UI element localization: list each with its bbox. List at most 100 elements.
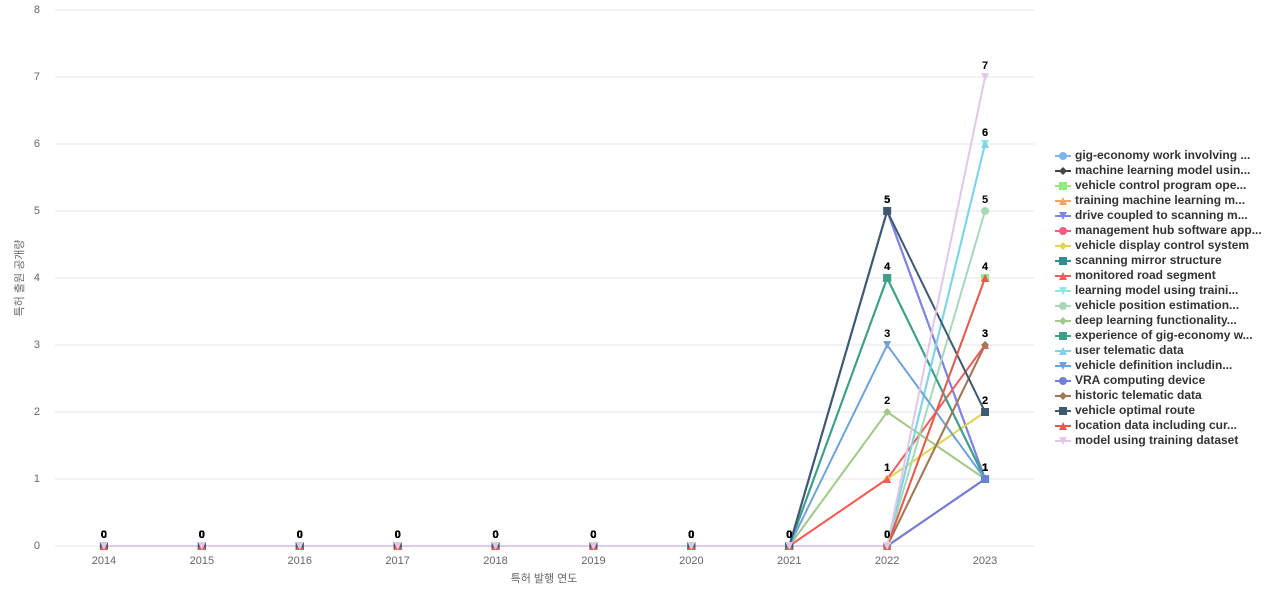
data-label: 0 (101, 529, 107, 541)
x-tick-label: 2019 (581, 555, 605, 567)
data-label: 0 (101, 529, 107, 541)
x-axis-title: 특허 발행 연도 (511, 572, 578, 585)
data-point (589, 542, 598, 550)
data-label: 0 (786, 529, 792, 541)
data-label: 0 (884, 529, 890, 541)
data-label: 3 (884, 328, 890, 340)
data-label: 0 (688, 529, 694, 541)
data-point (687, 542, 696, 550)
data-label: 0 (297, 529, 303, 541)
data-label: 0 (492, 529, 498, 541)
legend-marker (1059, 182, 1067, 190)
data-label: 0 (884, 529, 890, 541)
data-label: 0 (688, 529, 694, 541)
data-point (883, 341, 892, 349)
data-label: 0 (297, 529, 303, 541)
data-label: 5 (884, 194, 890, 206)
legend-label: user telematic data (1075, 343, 1184, 357)
data-label: 1 (982, 462, 988, 474)
data-label: 0 (297, 529, 303, 541)
data-label: 0 (199, 529, 205, 541)
data-label: 0 (199, 529, 205, 541)
data-label: 0 (590, 529, 596, 541)
legend-label: machine learning model usin... (1075, 163, 1250, 177)
data-label: 1 (982, 462, 988, 474)
data-label: 0 (101, 529, 107, 541)
y-tick-label: 2 (34, 406, 40, 418)
data-label: 0 (101, 529, 107, 541)
legend-label: model using training dataset (1075, 433, 1238, 447)
legend-marker (1059, 227, 1067, 235)
data-label: 0 (199, 529, 205, 541)
series-line (103, 208, 986, 547)
data-label: 0 (395, 529, 401, 541)
data-label: 0 (101, 529, 107, 541)
data-label: 0 (884, 529, 890, 541)
data-label: 0 (786, 529, 792, 541)
data-point (981, 341, 990, 349)
data-label: 5 (884, 194, 890, 206)
data-label: 3 (982, 328, 988, 340)
data-label: 0 (786, 529, 792, 541)
data-label: 0 (297, 529, 303, 541)
data-label: 0 (590, 529, 596, 541)
y-tick-label: 0 (34, 540, 40, 552)
data-label: 0 (395, 529, 401, 541)
data-label: 0 (786, 529, 792, 541)
data-label: 0 (101, 529, 107, 541)
data-label: 0 (395, 529, 401, 541)
x-tick-label: 2023 (973, 555, 997, 567)
data-label: 0 (297, 529, 303, 541)
data-point (883, 408, 892, 416)
legend-marker (1059, 287, 1067, 295)
data-point (981, 274, 990, 282)
legend-marker (1059, 197, 1067, 205)
data-label: 0 (199, 529, 205, 541)
data-label: 0 (199, 529, 205, 541)
legend-marker (1059, 302, 1067, 310)
data-label: 0 (590, 529, 596, 541)
data-label: 0 (297, 529, 303, 541)
data-label: 0 (297, 529, 303, 541)
data-label: 0 (395, 529, 401, 541)
data-point (393, 542, 402, 550)
legend-marker (1059, 392, 1067, 400)
data-label: 0 (590, 529, 596, 541)
data-label: 0 (492, 529, 498, 541)
data-label: 0 (199, 529, 205, 541)
legend-marker (1059, 362, 1067, 370)
data-label: 0 (590, 529, 596, 541)
data-label: 0 (884, 529, 890, 541)
data-label: 0 (492, 529, 498, 541)
data-label: 0 (199, 529, 205, 541)
data-label: 0 (590, 529, 596, 541)
data-label: 5 (884, 194, 890, 206)
data-label: 0 (199, 529, 205, 541)
data-label: 0 (786, 529, 792, 541)
data-label: 0 (884, 529, 890, 541)
data-label: 0 (786, 529, 792, 541)
series-line (103, 76, 987, 547)
y-tick-label: 6 (34, 138, 40, 150)
data-label: 6 (982, 127, 988, 139)
series-line (103, 343, 986, 547)
data-label: 1 (982, 462, 988, 474)
data-point (197, 542, 206, 550)
data-label: 0 (395, 529, 401, 541)
data-point (491, 542, 500, 550)
data-label: 0 (688, 529, 694, 541)
data-label: 0 (297, 529, 303, 541)
series-line (103, 210, 987, 547)
legend-label: vehicle control program ope... (1075, 178, 1246, 192)
data-label: 4 (884, 261, 891, 273)
data-point (981, 207, 990, 215)
legend-label: scanning mirror structure (1075, 253, 1222, 267)
data-label: 0 (395, 529, 401, 541)
data-label: 0 (297, 529, 303, 541)
data-label: 4 (884, 261, 891, 273)
data-label: 0 (688, 529, 694, 541)
data-label: 0 (590, 529, 596, 541)
data-label: 0 (101, 529, 107, 541)
data-label: 0 (199, 529, 205, 541)
data-label: 0 (395, 529, 401, 541)
